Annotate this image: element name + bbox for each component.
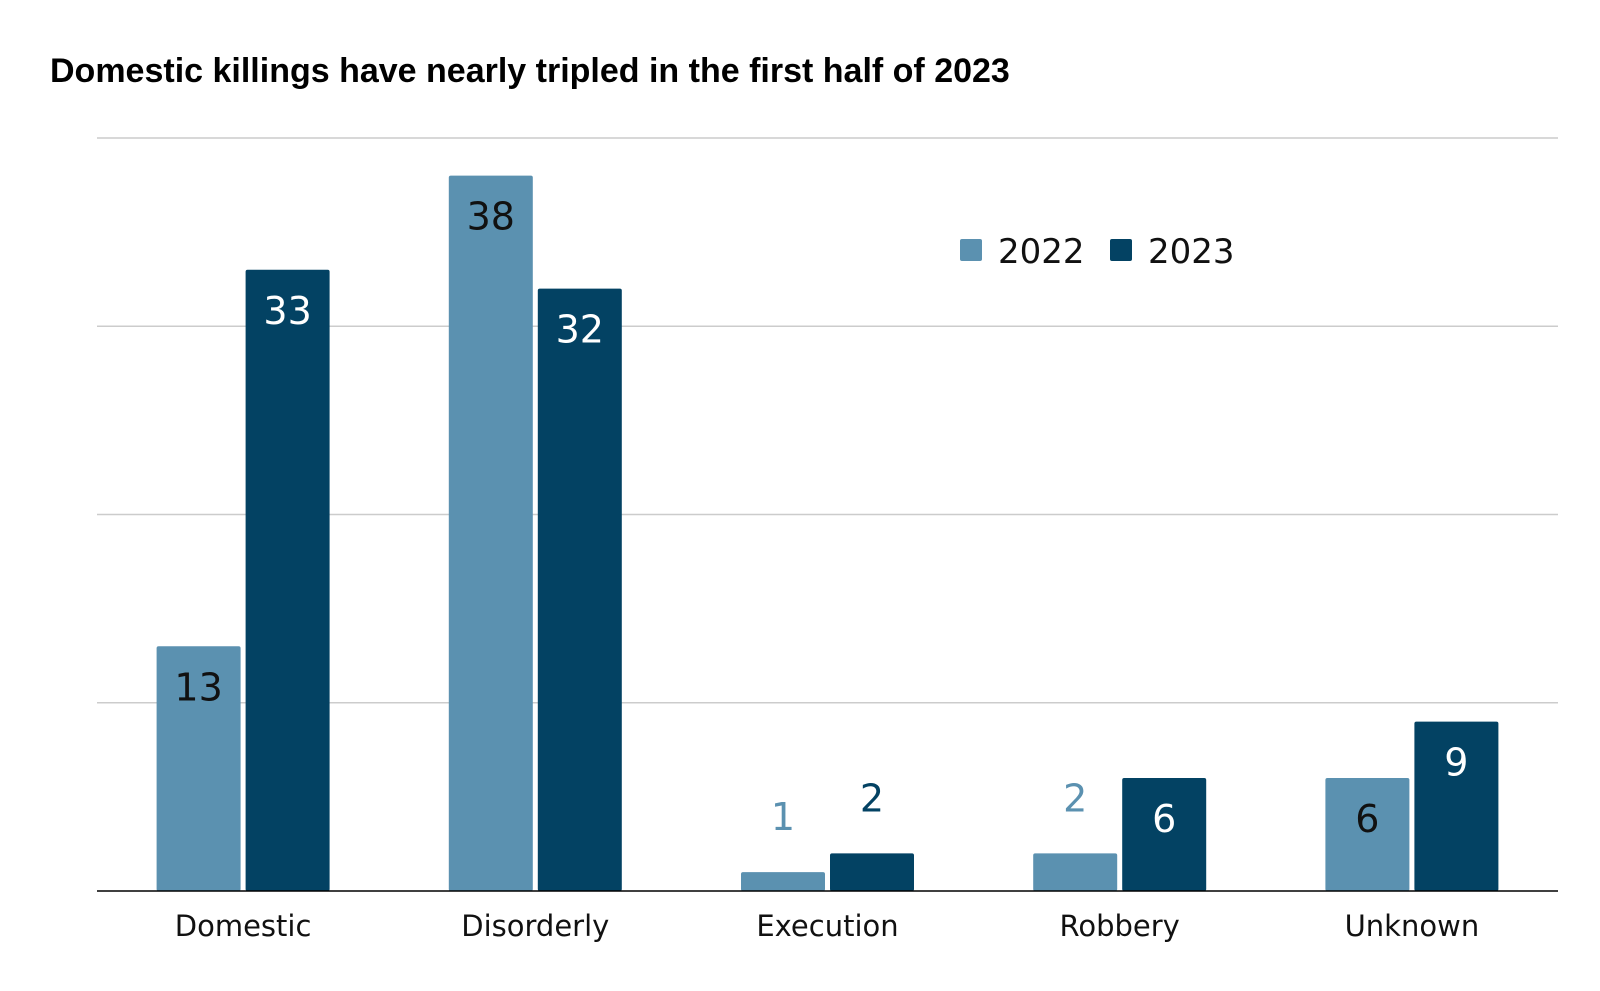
data-label-2023-unknown: 9 (1444, 741, 1468, 785)
legend-label-2023: 2023 (1148, 232, 1235, 272)
data-label-2022-domestic: 13 (174, 665, 222, 709)
bar-2023-robbery (1122, 778, 1207, 891)
data-label-2022-unknown: 6 (1355, 797, 1379, 841)
legend-label-2022: 2022 (998, 232, 1085, 272)
legend-swatch-2022 (960, 239, 982, 261)
bar-2022-unknown (1325, 778, 1410, 891)
bar-2022-robbery (1033, 853, 1118, 891)
chart-title: Domestic killings have nearly tripled in… (50, 52, 1010, 90)
bar-2023-unknown (1414, 721, 1499, 891)
bar-2023-disorderly (537, 288, 622, 892)
x-tick-label-robbery: Robbery (1060, 909, 1180, 943)
legend-swatch-2023 (1110, 239, 1132, 261)
x-tick-label-disorderly: Disorderly (461, 909, 609, 943)
x-tick-label-unknown: Unknown (1345, 909, 1480, 943)
x-tick-label-execution: Execution (756, 909, 898, 943)
data-label-2023-execution: 2 (860, 776, 884, 820)
bar-2022-domestic (156, 646, 241, 891)
data-label-2022-robbery: 2 (1063, 776, 1087, 820)
data-label-2023-robbery: 6 (1152, 797, 1176, 841)
data-label-2022-execution: 1 (771, 795, 795, 839)
bar-2023-execution (830, 853, 914, 891)
data-label-2022-disorderly: 38 (467, 195, 515, 239)
x-tick-label-domestic: Domestic (175, 909, 312, 943)
bar-2022-disorderly (448, 175, 533, 891)
bar-2022-execution (741, 872, 825, 891)
bar-2023-domestic (245, 269, 330, 891)
data-label-2023-domestic: 33 (263, 289, 311, 333)
data-label-2023-disorderly: 32 (556, 308, 604, 352)
